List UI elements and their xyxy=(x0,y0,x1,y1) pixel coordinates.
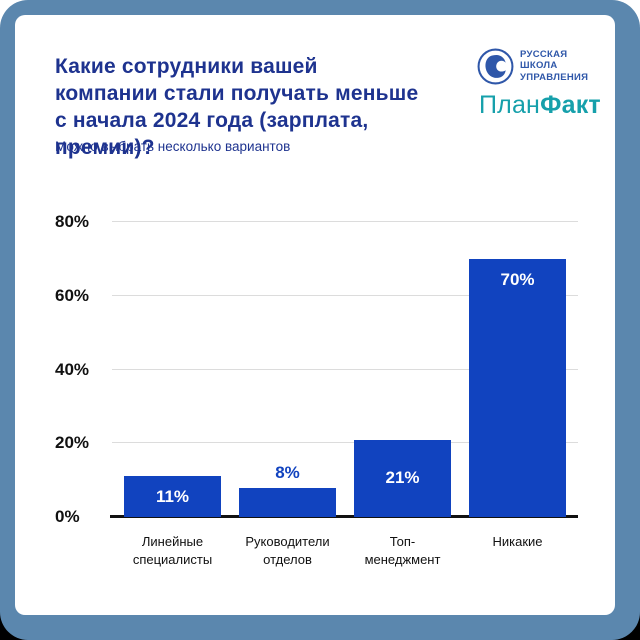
bar-3: 21% xyxy=(354,439,451,517)
x-category-label-line: Руководители xyxy=(245,534,330,549)
chart-subtitle: Можно выбрать несколько вариантов xyxy=(55,139,291,154)
gridline-20 xyxy=(112,442,578,444)
title-line-3: с начала 2024 года (зарплата, премии)? xyxy=(55,109,369,159)
infographic-card: Какие сотрудники вашей компании стали по… xyxy=(15,15,615,615)
bar-value-label: 11% xyxy=(155,486,190,506)
y-axis-tick-label: 60% xyxy=(55,285,90,305)
planfact-logo: ПланФакт xyxy=(479,91,601,120)
bar-1: 11% xyxy=(124,476,221,517)
x-category-label-line: Линейные xyxy=(141,534,204,549)
planfact-logo-part1: План xyxy=(479,91,541,119)
gridline-40 xyxy=(112,368,578,370)
y-axis-tick-label: 80% xyxy=(55,212,90,231)
gridline-60 xyxy=(112,294,578,296)
rsu-text-line-1: РУССКАЯ xyxy=(520,48,568,60)
x-category-label-line: Топ- xyxy=(389,534,416,549)
bar-chart-plot-area: 0% 20% 40% 60% 80% 11% Линейные специалисты 8% Ру… xyxy=(55,212,578,567)
y-axis-tick-label: 20% xyxy=(55,433,90,453)
bar-value-label: 8% xyxy=(275,462,300,482)
rsu-text-line-3: УПРАВЛЕНИЯ xyxy=(520,71,589,83)
x-category-label: Руководители отделов xyxy=(228,533,348,569)
x-category-label: Линейные специалисты xyxy=(113,533,233,569)
bar-4: 70% xyxy=(469,258,566,517)
x-axis-line xyxy=(110,515,578,518)
gridline-80 xyxy=(112,221,578,222)
y-axis-tick-label: 40% xyxy=(55,359,90,379)
x-category-label: Топ-менеджмент xyxy=(343,533,463,569)
bar-value-label: 70% xyxy=(500,269,535,289)
title-line-2: компании стали получать меньше xyxy=(55,82,419,105)
title-line-1: Какие сотрудники вашей xyxy=(55,55,318,78)
y-axis-tick-label: 0% xyxy=(55,507,80,526)
bar-value-label: 21% xyxy=(385,468,420,488)
x-category-label-line: отделов xyxy=(263,552,312,567)
x-category-label-line: Никакие xyxy=(492,534,543,549)
bar-2: 8% xyxy=(239,463,336,517)
x-category-label: Никакие xyxy=(458,533,578,551)
chart-title: Какие сотрудники вашей компании стали по… xyxy=(55,53,455,161)
x-category-label-line: менеджмент xyxy=(364,552,441,567)
x-category-label-line: специалисты xyxy=(132,552,213,567)
planfact-logo-part2: Факт xyxy=(540,91,601,119)
rsu-logo-text: РУССКАЯ ШКОЛА УПРАВЛЕНИЯ xyxy=(520,49,588,84)
rsu-text-line-2: ШКОЛА xyxy=(520,60,558,72)
rsu-logo: РУССКАЯ ШКОЛА УПРАВЛЕНИЯ xyxy=(477,46,607,86)
rsu-face-circle-icon xyxy=(477,48,514,84)
